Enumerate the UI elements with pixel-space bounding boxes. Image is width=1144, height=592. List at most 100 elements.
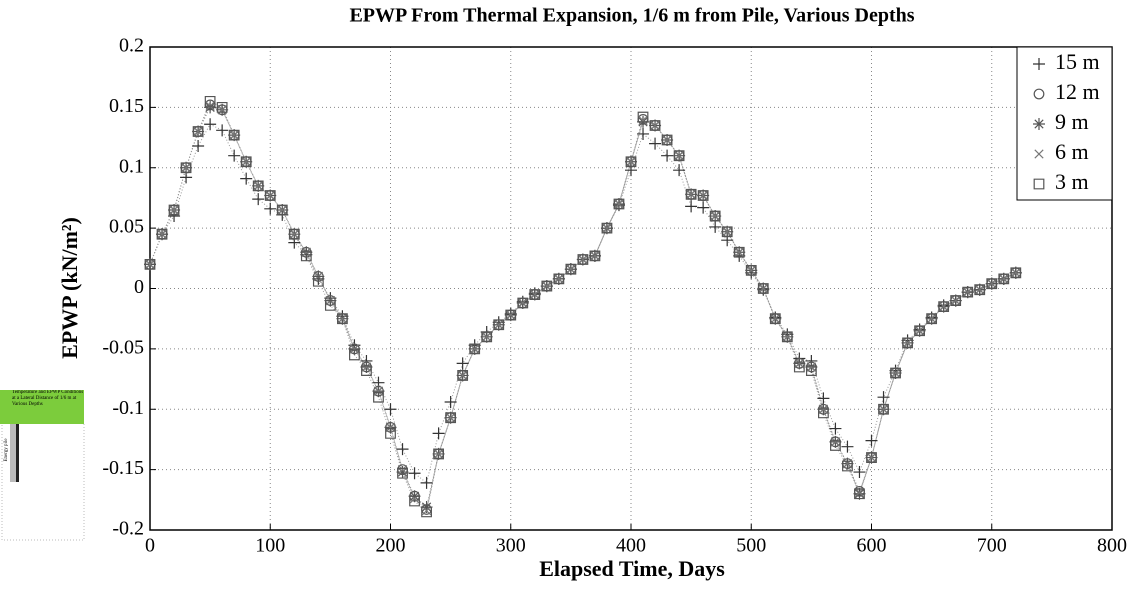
point — [276, 204, 288, 216]
point — [349, 349, 360, 361]
point — [216, 101, 228, 113]
point — [698, 190, 708, 201]
point — [721, 226, 733, 238]
inset-caption-box: Temperature and EPWP Conditions at a Lat… — [12, 390, 84, 407]
point — [806, 362, 816, 372]
point — [853, 466, 866, 479]
point — [530, 289, 540, 300]
point — [674, 151, 684, 161]
point — [421, 506, 432, 516]
x-tick-label: 400 — [616, 535, 646, 557]
plot-frame — [149, 46, 1113, 531]
legend-marker — [1033, 118, 1045, 130]
point — [686, 189, 696, 199]
point — [757, 283, 769, 294]
point — [853, 487, 866, 500]
point — [324, 300, 336, 311]
inset-pile — [10, 424, 16, 482]
y-tick-label: 0.05 — [109, 216, 144, 238]
point — [914, 325, 925, 337]
point — [805, 365, 817, 377]
point — [854, 488, 865, 500]
point — [554, 274, 564, 284]
point — [349, 344, 360, 354]
point — [697, 201, 710, 214]
point — [566, 264, 576, 274]
point — [541, 280, 553, 292]
point — [409, 495, 420, 507]
point — [494, 320, 504, 330]
x-tick-label: 500 — [736, 535, 766, 557]
point — [722, 227, 732, 237]
legend-box — [1016, 46, 1113, 201]
point — [481, 331, 493, 343]
point — [999, 274, 1009, 284]
point — [841, 440, 854, 453]
point — [781, 331, 793, 343]
point — [974, 284, 986, 296]
point — [589, 250, 601, 262]
point — [662, 135, 672, 145]
point — [649, 137, 662, 150]
point — [144, 258, 156, 270]
point — [614, 199, 624, 209]
legend-label: 12 m — [1055, 79, 1100, 104]
point — [446, 413, 456, 423]
point — [962, 286, 974, 298]
point — [204, 118, 217, 131]
inset: Temperature and EPWP Conditions at a Lat… — [0, 390, 85, 541]
chart-title: EPWP From Thermal Expansion, 1/6 m from … — [349, 5, 914, 27]
point — [817, 392, 830, 405]
point — [939, 301, 949, 312]
point — [264, 190, 276, 201]
point — [168, 204, 180, 216]
point — [746, 265, 756, 276]
point — [240, 172, 253, 185]
point — [240, 156, 252, 168]
point — [914, 326, 925, 336]
point — [458, 370, 468, 381]
y-tick-label: 0.15 — [109, 95, 144, 117]
point — [902, 337, 913, 349]
point — [456, 357, 469, 370]
point — [830, 440, 841, 451]
point — [493, 319, 505, 331]
point — [420, 476, 433, 489]
y-tick-label: 0.1 — [119, 155, 144, 177]
point — [457, 370, 469, 381]
point — [890, 368, 901, 378]
legend-marker — [1033, 58, 1045, 70]
point — [613, 198, 625, 210]
point — [300, 250, 312, 262]
point — [685, 188, 697, 200]
legend-label: 6 m — [1055, 139, 1089, 164]
point — [192, 126, 204, 137]
point — [192, 140, 205, 153]
y-tick-label: -0.05 — [102, 336, 144, 358]
point — [830, 437, 841, 447]
inset-banner — [0, 390, 84, 424]
point — [733, 246, 745, 258]
point — [529, 289, 541, 300]
point — [373, 386, 384, 396]
point — [938, 301, 950, 313]
point — [157, 229, 167, 239]
point — [950, 295, 962, 306]
point — [709, 210, 721, 222]
point — [229, 130, 239, 140]
point — [444, 396, 457, 409]
point — [301, 247, 311, 257]
point — [794, 358, 804, 368]
point — [397, 465, 408, 475]
point — [228, 129, 240, 141]
point — [890, 367, 901, 379]
point — [385, 422, 396, 432]
inset-caption: Temperature and EPWP Conditions at a Lat… — [12, 390, 84, 407]
point — [601, 222, 613, 234]
y-tick-label: -0.1 — [112, 397, 144, 419]
point — [385, 428, 396, 439]
point — [505, 309, 517, 321]
point — [506, 310, 516, 320]
point — [193, 126, 203, 137]
